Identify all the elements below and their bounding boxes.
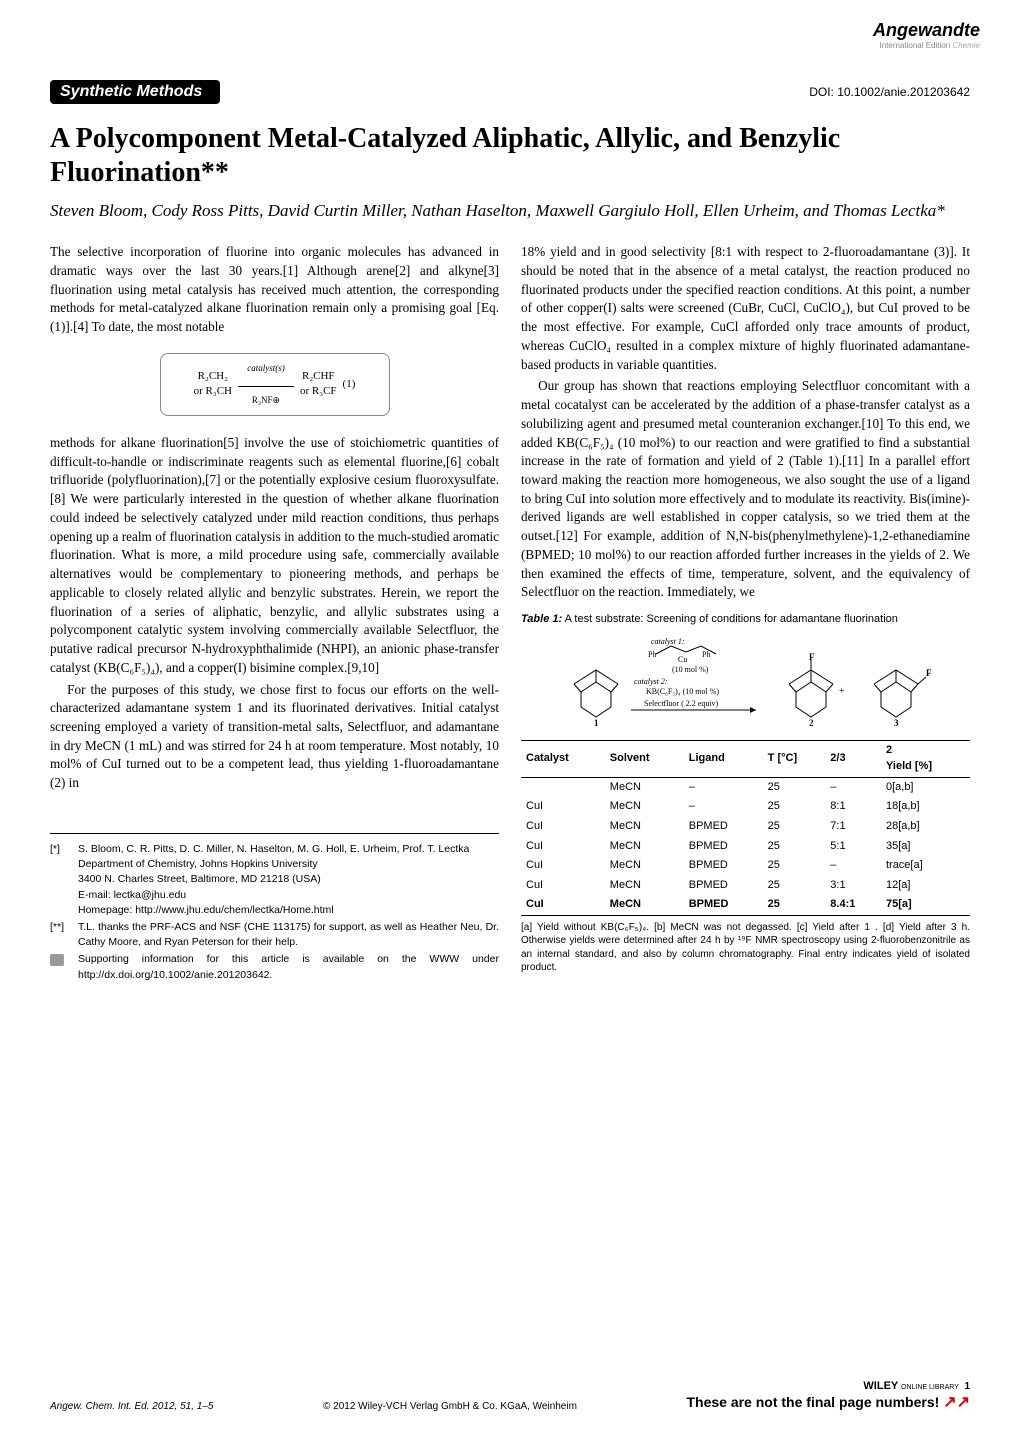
- para-r1: 18% yield and in good selectivity [8:1 w…: [521, 243, 970, 374]
- brand-main: Angewandte: [873, 20, 980, 40]
- para-3: For the purposes of this study, we chose…: [50, 681, 499, 793]
- table-row: CuIMeCNBPMED258.4:175[a]: [521, 895, 970, 915]
- footer-center: © 2012 Wiley-VCH Verlag GmbH & Co. KGaA,…: [323, 1401, 577, 1412]
- table-row: CuIMeCNBPMED253:112[a]: [521, 876, 970, 896]
- svg-text:Cu: Cu: [678, 655, 687, 664]
- svg-text:Selectfluor ( 2.2 equiv): Selectfluor ( 2.2 equiv): [644, 699, 719, 708]
- authors: Steven Bloom, Cody Ross Pitts, David Cur…: [50, 201, 970, 221]
- svg-text:1: 1: [594, 718, 599, 727]
- svg-text:Ph: Ph: [702, 650, 710, 659]
- table-row: MeCN–25–0[a,b]: [521, 777, 970, 797]
- svg-text:3: 3: [894, 718, 899, 727]
- svg-text:+: +: [839, 686, 845, 697]
- article-title: A Polycomponent Metal-Catalyzed Aliphati…: [50, 122, 970, 189]
- page-footer: Angew. Chem. Int. Ed. 2012, 51, 1–5 © 20…: [50, 1380, 970, 1412]
- svg-text:F: F: [809, 652, 815, 662]
- journal-brand: Angewandte International Edition Chemie: [873, 20, 980, 50]
- table1-caption: Table 1: A test substrate: Screening of …: [521, 612, 970, 628]
- svg-text:catalyst 1:: catalyst 1:: [651, 637, 685, 646]
- arrow-up-icon: ↗↗: [943, 1394, 970, 1411]
- footer-left: Angew. Chem. Int. Ed. 2012, 51, 1–5: [50, 1401, 213, 1412]
- svg-text:F: F: [926, 668, 932, 678]
- svg-text:(10 mol %): (10 mol %): [672, 665, 709, 674]
- section-tag: Synthetic Methods: [50, 80, 220, 104]
- table1-scheme: 1 catalyst 1: Ph Ph Cu (10 mol %) cataly…: [521, 632, 970, 733]
- table-header-row: Catalyst Solvent Ligand T [°C] 2/3 2Yiel…: [521, 741, 970, 777]
- para-r2: Our group has shown that reactions emplo…: [521, 377, 970, 602]
- supporting-info-icon: [50, 954, 64, 966]
- svg-text:KB(C₆F₅)₄ (10 mol %): KB(C₆F₅)₄ (10 mol %): [646, 687, 719, 696]
- svg-text:Ph: Ph: [648, 650, 656, 659]
- table-row: CuIMeCNBPMED257:128[a,b]: [521, 817, 970, 837]
- para-1: The selective incorporation of fluorine …: [50, 243, 499, 337]
- left-column: The selective incorporation of fluorine …: [50, 243, 499, 985]
- right-column: 18% yield and in good selectivity [8:1 w…: [521, 243, 970, 985]
- table1-footnote: [a] Yield without KB(C₆F₅)₄. [b] MeCN wa…: [521, 921, 970, 975]
- svg-text:catalyst 2:: catalyst 2:: [634, 677, 668, 686]
- table1: Catalyst Solvent Ligand T [°C] 2/3 2Yiel…: [521, 740, 970, 915]
- para-2: methods for alkane fluorination[5] invol…: [50, 434, 499, 678]
- svg-text:2: 2: [809, 718, 814, 727]
- doi: DOI: 10.1002/anie.201203642: [809, 85, 970, 99]
- equation-1-box: R₂CH₂ or R₃CH catalyst(s) R₃NF⊕ R₂CHF or…: [160, 353, 390, 416]
- table-row: CuIMeCNBPMED255:135[a]: [521, 837, 970, 857]
- table-row: CuIMeCNBPMED25–trace[a]: [521, 856, 970, 876]
- footnotes-block: [*] S. Bloom, C. R. Pitts, D. C. Miller,…: [50, 833, 499, 983]
- table-row: CuIMeCN–258:118[a,b]: [521, 797, 970, 817]
- arrow-icon: [238, 386, 294, 387]
- footer-right: WILEY ONLINE LIBRARY 1 These are not the…: [686, 1380, 970, 1412]
